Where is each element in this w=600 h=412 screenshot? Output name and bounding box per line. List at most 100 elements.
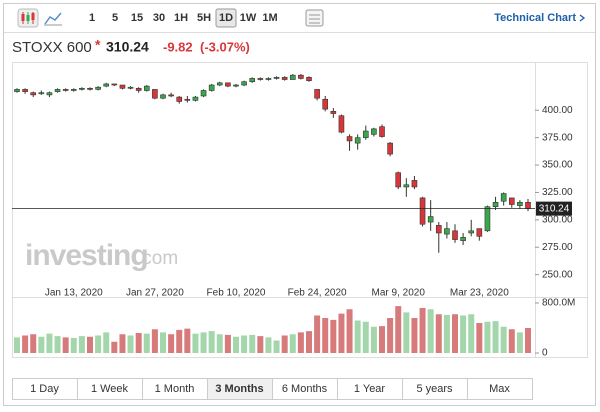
line-icon[interactable]: [44, 12, 62, 26]
candle-body: [484, 206, 491, 232]
candle-body: [492, 202, 499, 207]
change: -9.82: [163, 39, 193, 54]
volume-bar: [135, 333, 142, 353]
candle-body: [184, 98, 191, 101]
candle-body: [87, 88, 93, 90]
x-tick-label: Mar 23, 2020: [450, 288, 509, 299]
volume-bar: [22, 335, 29, 353]
candle-body: [322, 98, 329, 110]
candle-body: [525, 202, 531, 209]
candle-body: [225, 82, 231, 87]
candle-body: [168, 94, 174, 97]
candle-body: [444, 228, 450, 235]
volume-bar: [87, 336, 93, 353]
volume-bar: [46, 333, 53, 353]
volume-bar: [184, 328, 191, 353]
y-tick-label: 275.00: [542, 242, 573, 253]
y-tick-label: 300.00: [542, 214, 573, 225]
volume-bar: [411, 318, 418, 353]
volume-bar: [492, 321, 499, 353]
range-tab-label[interactable]: 1 Month: [155, 383, 195, 395]
volume-bar: [289, 334, 296, 353]
volume-bar: [257, 336, 264, 353]
volume-bar: [370, 326, 377, 353]
interval[interactable]: 1M: [262, 12, 277, 24]
candle-body: [119, 84, 126, 89]
candle-body: [508, 197, 515, 205]
volume-bar: [119, 334, 126, 353]
volume-bar: [208, 331, 215, 353]
range-tab-label[interactable]: 1 Week: [91, 383, 129, 395]
price: 310.24: [106, 39, 149, 55]
volume-bar: [443, 314, 450, 353]
candle-body: [371, 128, 377, 135]
interval[interactable]: 30: [153, 12, 165, 24]
volume-bar: [54, 336, 61, 353]
volume-bar: [297, 332, 304, 353]
candle-body: [30, 92, 37, 96]
volume-bar: [216, 334, 223, 353]
volume-bar: [476, 323, 483, 353]
candle-body: [216, 82, 223, 86]
candle-body: [289, 74, 296, 80]
volume-bar: [508, 329, 515, 353]
volume-bar: [460, 315, 467, 353]
y-tick-label: 350.00: [542, 160, 573, 171]
candle-body: [395, 172, 402, 188]
candle-body: [200, 90, 207, 97]
volume-bar: [273, 340, 280, 353]
technical-chart-link[interactable]: Technical Chart: [494, 12, 576, 24]
volume-bar: [435, 314, 442, 353]
candle-body: [314, 89, 320, 99]
interval-active: [215, 8, 237, 28]
candle-body: [435, 225, 442, 234]
volume-bar: [468, 314, 475, 353]
range-tab[interactable]: [467, 378, 533, 400]
range-tab-label[interactable]: 1 Day: [30, 383, 59, 395]
y2-tick-label: 800.0M: [542, 298, 575, 309]
candle-body: [306, 77, 312, 81]
interval[interactable]: 5H: [197, 12, 211, 24]
volume-bar: [151, 329, 158, 353]
interval[interactable]: 1D: [219, 12, 233, 24]
candle-body: [14, 89, 20, 92]
range-tab-label[interactable]: 5 years: [416, 383, 453, 395]
candle-body: [379, 126, 385, 137]
x-tick-label: Mar 9, 2020: [372, 288, 426, 299]
interval[interactable]: 1: [89, 12, 95, 24]
chart-frame: [12, 62, 588, 358]
candle-body: [281, 77, 288, 80]
marker: *: [95, 37, 101, 53]
range-tab-label[interactable]: Max: [489, 383, 510, 395]
range-tab-label[interactable]: 6 Months: [282, 383, 328, 395]
candle-body: [346, 136, 353, 142]
volume-bar: [111, 341, 118, 353]
candle-body: [111, 83, 118, 86]
candle-body: [152, 89, 158, 99]
interval[interactable]: 1H: [174, 12, 188, 24]
interval[interactable]: 1W: [240, 12, 257, 24]
candle-body: [460, 237, 466, 241]
settings-icon[interactable]: [305, 9, 324, 27]
volume-bar: [200, 332, 207, 353]
candle-body: [176, 96, 183, 102]
interval[interactable]: 5: [112, 12, 118, 24]
candle-body: [362, 130, 369, 138]
candle-body: [476, 228, 483, 237]
range-tab-label[interactable]: 3 Months: [215, 383, 263, 395]
volume-bar: [103, 332, 110, 353]
candle-body: [500, 193, 507, 202]
volume-bar: [143, 333, 150, 353]
candle-body: [62, 89, 69, 91]
candle-body: [38, 92, 45, 95]
volume-bar: [525, 328, 531, 353]
volume-bar: [362, 321, 369, 353]
volume-bar: [346, 309, 353, 353]
candle-icon[interactable]: [17, 8, 39, 28]
candle-body: [127, 86, 134, 89]
volume-bar: [379, 326, 385, 353]
interval[interactable]: 15: [131, 12, 143, 24]
current-price-box: [536, 201, 572, 216]
volume-bar: [14, 337, 20, 353]
range-tab-label[interactable]: 1 Year: [354, 383, 386, 395]
